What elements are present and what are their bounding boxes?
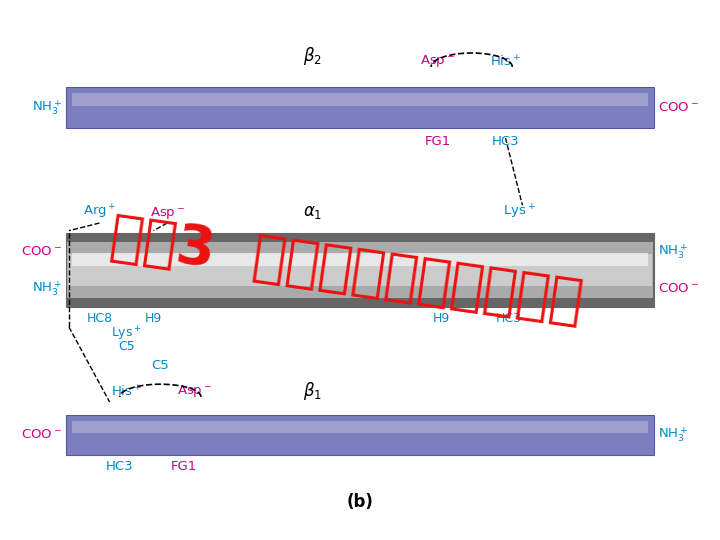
Bar xyxy=(72,253,648,266)
Bar xyxy=(66,415,654,455)
Bar xyxy=(67,242,653,298)
Text: $\beta_2$: $\beta_2$ xyxy=(303,45,322,67)
Text: HC3: HC3 xyxy=(106,460,133,474)
Text: (b): (b) xyxy=(346,493,374,511)
Text: COO$^-$: COO$^-$ xyxy=(22,245,62,258)
Text: FG1: FG1 xyxy=(425,136,451,148)
Text: NH$_3^+$: NH$_3^+$ xyxy=(658,426,688,444)
Text: Asp$^-$: Asp$^-$ xyxy=(150,205,184,220)
Text: His$^+$: His$^+$ xyxy=(490,54,521,70)
Text: HC3: HC3 xyxy=(492,136,519,148)
Text: NH$_3^+$: NH$_3^+$ xyxy=(32,279,62,298)
Text: NH$_3^+$: NH$_3^+$ xyxy=(32,98,62,117)
Text: Arg$^+$: Arg$^+$ xyxy=(83,202,116,220)
Text: Asp$^-$: Asp$^-$ xyxy=(420,53,455,70)
Text: H9: H9 xyxy=(145,312,162,325)
Text: COO$^-$: COO$^-$ xyxy=(22,428,62,442)
Text: $\alpha_1$: $\alpha_1$ xyxy=(303,202,323,220)
Text: H9: H9 xyxy=(433,312,450,325)
Text: 课题3  血红蛋白的提取和分离: 课题3 血红蛋白的提取和分离 xyxy=(107,210,586,330)
Bar xyxy=(66,87,654,128)
Text: His$^+$: His$^+$ xyxy=(111,384,142,400)
Text: NH$_3^+$: NH$_3^+$ xyxy=(658,242,688,261)
Text: C5: C5 xyxy=(118,340,135,353)
Text: COO$^-$: COO$^-$ xyxy=(658,101,698,114)
Text: Lys$^+$: Lys$^+$ xyxy=(503,202,536,220)
Bar xyxy=(66,233,654,307)
Text: Lys$^+$: Lys$^+$ xyxy=(111,325,142,343)
Bar xyxy=(68,254,652,286)
Text: HC8: HC8 xyxy=(86,312,112,325)
Text: FG1: FG1 xyxy=(171,460,197,474)
Text: HC3: HC3 xyxy=(496,312,522,325)
Text: Asp$^-$: Asp$^-$ xyxy=(176,383,212,400)
Text: COO$^-$: COO$^-$ xyxy=(658,282,698,295)
Text: C5: C5 xyxy=(151,359,169,372)
Bar xyxy=(72,421,648,433)
Text: $\beta_1$: $\beta_1$ xyxy=(303,380,322,402)
Bar xyxy=(72,93,648,105)
